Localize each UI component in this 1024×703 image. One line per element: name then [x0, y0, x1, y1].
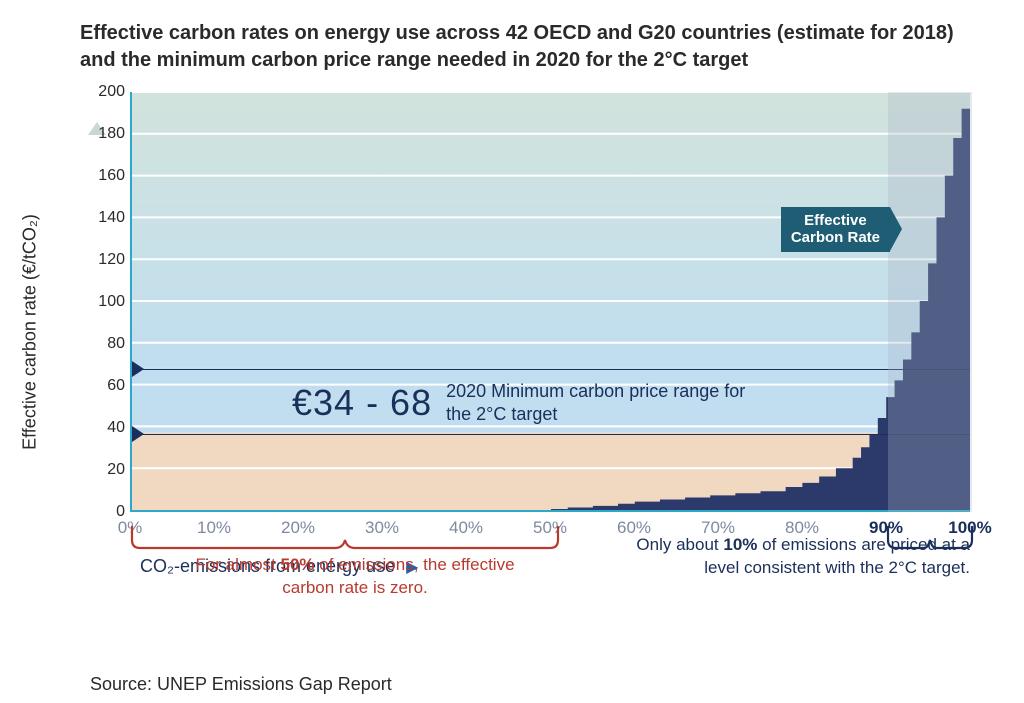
y-tick: 20 [85, 461, 125, 479]
chart-area: Effective carbon rate (€/tCO₂) 020406080… [40, 92, 1000, 572]
price-band-text: 2020 Minimum carbon price range for the … [446, 380, 746, 425]
y-tick: 80 [85, 335, 125, 353]
y-tick: 120 [85, 251, 125, 269]
source-text: Source: UNEP Emissions Gap Report [90, 674, 392, 695]
band-marker-low-icon [132, 426, 144, 442]
y-tick: 160 [85, 167, 125, 185]
y-tick: 40 [85, 419, 125, 437]
y-axis-ticks: 020406080100120140160180200 [85, 92, 125, 512]
effective-carbon-rate-badge: Effective Carbon Rate [781, 207, 890, 252]
y-tick: 200 [85, 83, 125, 101]
y-axis-label: Effective carbon rate (€/tCO₂) [20, 214, 41, 450]
price-band-lower-line [132, 434, 970, 435]
red-callout: For almost 50% of emissions, the effecti… [195, 554, 515, 600]
badge-line1: Effective [804, 212, 867, 229]
chart-title: Effective carbon rates on energy use acr… [40, 20, 1000, 74]
badge-line2: Carbon Rate [791, 229, 880, 246]
plot-svg [132, 92, 970, 510]
blue-callout: Only about 10% of emissions are priced a… [630, 534, 970, 580]
y-tick: 60 [85, 377, 125, 395]
y-tick: 180 [85, 125, 125, 143]
price-band-label: €34 - 68 2020 Minimum carbon price range… [292, 380, 746, 425]
y-tick: 100 [85, 293, 125, 311]
plot-region: Effective Carbon Rate €34 - 68 2020 Mini… [130, 92, 970, 512]
y-tick: 140 [85, 209, 125, 227]
red-bracket [130, 526, 560, 550]
price-band-upper-line [132, 369, 970, 370]
band-marker-high-icon [132, 361, 144, 377]
price-band-amount: €34 - 68 [292, 380, 432, 425]
